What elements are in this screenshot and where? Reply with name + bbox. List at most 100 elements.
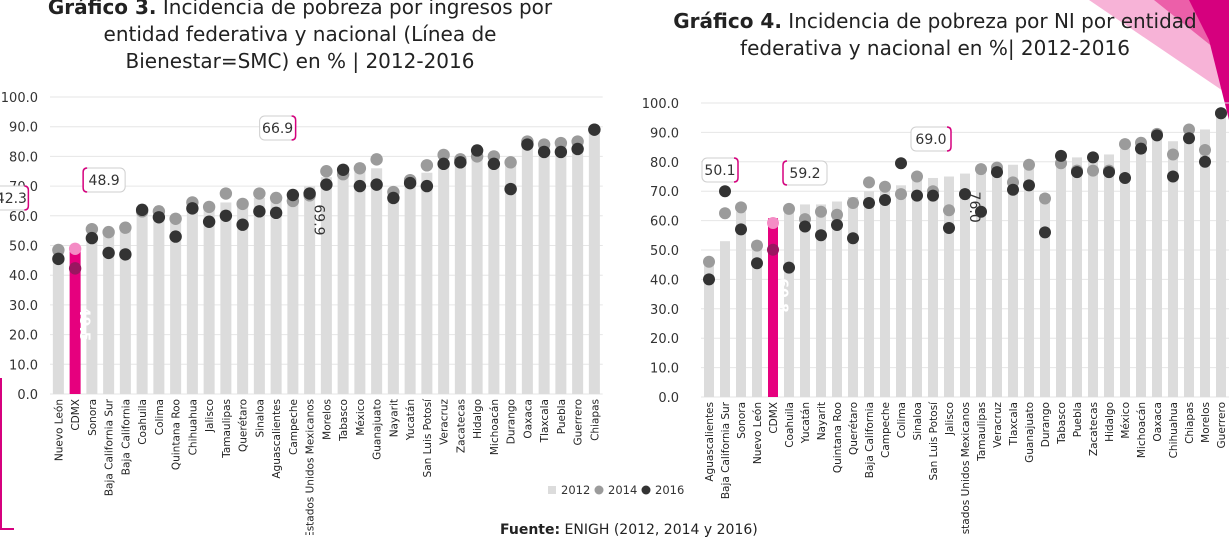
chart-3-category-label-sinaloa: Sinaloa <box>254 399 266 437</box>
chart-4-point-2014-zacatecas <box>1087 164 1099 177</box>
chart-3-bar-quintana-roo <box>170 218 182 394</box>
chart-4-point-2014-campeche <box>879 180 891 193</box>
chart-4-point-2016-colima <box>895 157 907 170</box>
chart-3-bar-puebla <box>555 141 567 394</box>
chart-4-point-2016-oaxaca <box>1151 129 1163 142</box>
chart-4-legend-swatch-2012 <box>548 486 556 494</box>
chart-4-point-2016-durango <box>1039 226 1051 239</box>
chart-3-point-2016-guanajuato <box>370 178 383 191</box>
chart-3-point-2014-jalisco <box>202 200 216 214</box>
chart-4-bar-morelos <box>1200 129 1210 397</box>
chart-3-point-2016-tabasco <box>336 163 350 176</box>
chart-4-category-label-tabasco: Tabasco <box>1056 402 1068 445</box>
chart-3-category-label-cdmx: CDMX <box>70 399 82 431</box>
chart-3-callout-text: 42.3 <box>0 191 27 207</box>
chart-3-bar-nayarit <box>387 189 399 394</box>
chart-4-bar-nuevo-leon <box>752 241 762 397</box>
chart-4-title-text: Incidencia de pobreza por NI por entidad… <box>740 9 1197 60</box>
source-footer: Fuente: ENIGH (2012, 2014 y 2016) <box>500 522 758 538</box>
chart-3-bar-campeche <box>287 197 299 394</box>
chart-3-point-2016-guerrero <box>571 142 584 156</box>
chart-4-ytick-label: 10.0 <box>650 362 679 377</box>
chart-3-point-2014-san-luis-potosi <box>420 159 434 172</box>
chart-3-plot: 0.010.020.030.040.050.060.070.080.090.01… <box>0 91 603 535</box>
chart-3-point-2016-nuevo-leon <box>52 252 65 266</box>
chart-4-category-label-aguascalientes: Aguascalientes <box>704 402 716 482</box>
chart-3-point-2016-coahuila <box>135 203 149 217</box>
chart-4-point-2016-jalisco <box>943 221 955 234</box>
chart-3-callout-text: 66.9 <box>262 121 293 137</box>
chart-4-bar-queretaro <box>848 197 858 397</box>
chart-4-point-2016-nuevo-leon <box>751 257 763 270</box>
chart-4-point-2014-mexico <box>1119 138 1131 151</box>
chart-3-bar-durango <box>505 165 517 394</box>
chart-3-category-label-nayarit: Nayarit <box>388 399 400 437</box>
chart-4-bar-puebla <box>1072 157 1082 397</box>
chart-4-category-label-guerrero: Guerrero <box>1216 402 1228 448</box>
chart-3-title-text: Incidencia de pobreza por ingresos por e… <box>103 0 553 73</box>
chart-4-point-2016-estados-unidos-mexicanos <box>959 188 971 201</box>
chart-4-bar-cdmx <box>768 218 778 397</box>
chart-4-point-2014-queretaro <box>847 196 859 209</box>
chart-4-ytick-label: 70.0 <box>650 185 679 200</box>
chart-4-category-label-chihuahua: Chihuahua <box>1168 402 1180 458</box>
chart-3-bar-estados-unidos-mexicanos <box>304 186 316 394</box>
chart-3-bar-sonora <box>86 233 98 394</box>
chart-4-point-2016-queretaro <box>847 232 859 245</box>
chart-3-point-2016-oaxaca <box>521 138 534 151</box>
chart-4-category-label-hidalgo: Hidalgo <box>1104 402 1116 442</box>
chart-3-point-2014-aguascalientes <box>269 191 283 205</box>
chart-4-bar-quintana-roo <box>832 201 842 397</box>
chart-3-point-2016-veracruz <box>437 157 450 171</box>
chart-4-category-label-cdmx: CDMX <box>768 402 780 434</box>
chart-4-bar-hidalgo <box>1104 154 1114 397</box>
chart-3-bar-sinaloa <box>253 197 265 394</box>
chart-4-point-2014-cdmx <box>767 216 779 229</box>
chart-4-category-label-yucatan: Yucatán <box>800 402 812 444</box>
chart-3-bar-oaxaca <box>521 143 533 394</box>
chart-4-bar-estados-unidos-mexicanos <box>960 173 970 397</box>
chart-3-point-2016-morelos <box>320 178 333 191</box>
chart-3-ytick-label: 100.0 <box>1 91 38 106</box>
chart-3-point-2016-colima <box>152 211 166 224</box>
chart-4-point-2016-tlaxcala <box>1007 183 1019 196</box>
chart-3-point-2016-cdmx <box>68 262 82 275</box>
chart-3-category-label-mexico: México <box>355 399 367 436</box>
chart-3-point-2014-tamaulipas <box>219 187 233 200</box>
chart-4-callout-text: 69.0 <box>915 132 946 148</box>
chart-4-point-2016-aguascalientes <box>703 273 715 286</box>
chart-3-bar-morelos <box>320 177 332 394</box>
chart-4-ytick-label: 100.0 <box>642 97 679 112</box>
chart-4-bar-veracruz <box>992 166 1002 397</box>
chart-3-category-label-tamaulipas: Tamaulipas <box>221 399 233 459</box>
chart-3-bar-coahuila <box>136 212 148 394</box>
chart-4-category-label-veracruz: Veracruz <box>992 402 1004 448</box>
chart-4-point-2016-michoacan <box>1135 142 1147 155</box>
chart-4-legend: 2012 2014 2016 <box>548 483 684 497</box>
chart-4-category-label-tlaxcala: Tlaxcala <box>1008 402 1020 446</box>
chart-4-category-label-nuevo-leon: Nuevo León <box>752 402 764 464</box>
chart-4-point-2016-quintana-roo <box>831 219 843 232</box>
chart-3-bar-chiapas <box>588 131 600 394</box>
chart-4-category-label-baja-california-sur: Baja California Sur <box>720 401 732 499</box>
chart-4-bar-durango <box>1040 194 1050 397</box>
chart-4-bar-nayarit <box>816 204 826 397</box>
chart-4-ytick-label: 0.0 <box>658 391 679 406</box>
chart-3-point-2014-mexico <box>353 162 367 175</box>
chart-4-point-2016-cdmx <box>767 243 779 256</box>
chart-3-point-2016-baja-california-sur <box>102 246 115 260</box>
chart-3-ytick-label: 30.0 <box>9 299 38 314</box>
chart-3-bar-tamaulipas <box>220 202 232 394</box>
chart-3-category-label-san-luis-potosi: San Luis Potosí <box>422 398 434 478</box>
chart-3-category-label-guanajuato: Guanajuato <box>372 399 384 460</box>
chart-4-bar-tamaulipas <box>976 170 986 397</box>
chart-3-bar-guanajuato <box>371 168 383 394</box>
chart-4-category-label-san-luis-potosi: San Luis Potosí <box>928 401 940 481</box>
chart-4-bar-oaxaca <box>1152 138 1162 397</box>
chart-4-category-label-sonora: Sonora <box>736 402 748 439</box>
chart-3-point-2016-san-luis-potosi <box>420 179 434 193</box>
chart-3-category-label-michoacan: Michoacán <box>489 399 501 455</box>
chart-3-bar-baja-california-sur <box>103 232 115 394</box>
corner-decoration <box>1089 0 1229 120</box>
